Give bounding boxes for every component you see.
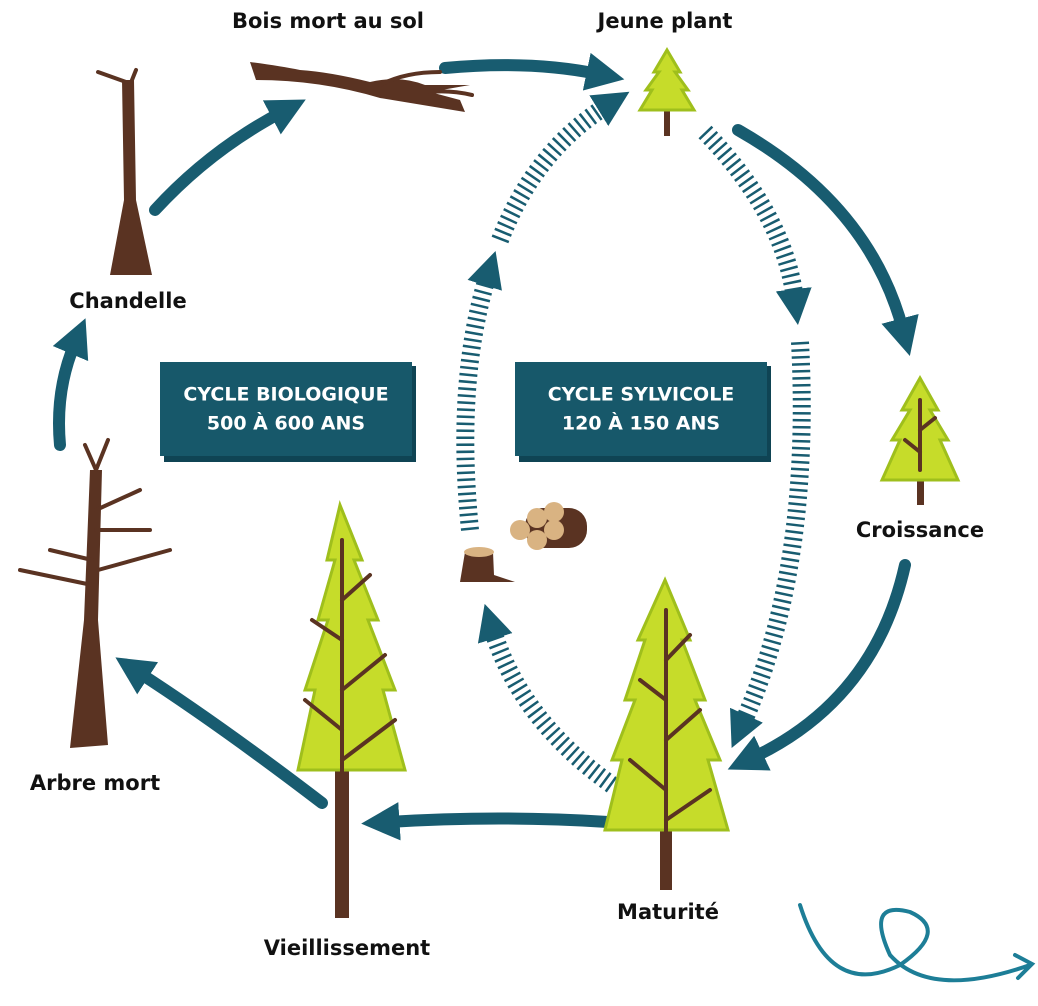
stage-label: Chandelle xyxy=(69,289,186,313)
dashed-arrow xyxy=(492,628,612,785)
arrow xyxy=(59,343,75,445)
mature-tree xyxy=(605,580,728,890)
cycle-duration: 120 À 150 ANS xyxy=(562,412,720,435)
snag xyxy=(98,70,152,275)
stage-label: Arbre mort xyxy=(30,771,160,795)
dashed-arrow xyxy=(500,105,608,240)
stage-label: Jeune plant xyxy=(596,9,733,33)
dashed-arrow xyxy=(465,275,488,530)
stage-label: Vieillissement xyxy=(264,936,430,960)
arrow xyxy=(752,565,905,758)
stump-and-logs xyxy=(460,502,587,582)
cycle-box xyxy=(515,362,767,456)
cycle-title: CYCLE BIOLOGIQUE xyxy=(183,384,388,406)
stage-label: Maturité xyxy=(617,900,719,924)
arrow xyxy=(388,819,608,823)
arrow xyxy=(138,672,322,803)
old-tree xyxy=(298,505,405,918)
young-tree xyxy=(640,50,694,136)
dead-tree xyxy=(20,440,170,748)
arrow xyxy=(445,65,598,74)
cycle-duration: 500 À 600 ANS xyxy=(207,412,365,435)
stage-label: Bois mort au sol xyxy=(232,9,424,33)
stage-label: Croissance xyxy=(856,518,984,542)
growing-tree xyxy=(882,378,958,505)
decorative-swirl xyxy=(800,905,1032,980)
cycle-box xyxy=(160,362,412,456)
cycle-title: CYCLE SYLVICOLE xyxy=(548,384,735,406)
arrow xyxy=(155,112,282,210)
arrow xyxy=(738,130,903,330)
dead-log xyxy=(250,62,472,112)
cycle-diagram: CYCLE BIOLOGIQUE 500 À 600 ANS CYCLE SYL… xyxy=(0,0,1038,1006)
